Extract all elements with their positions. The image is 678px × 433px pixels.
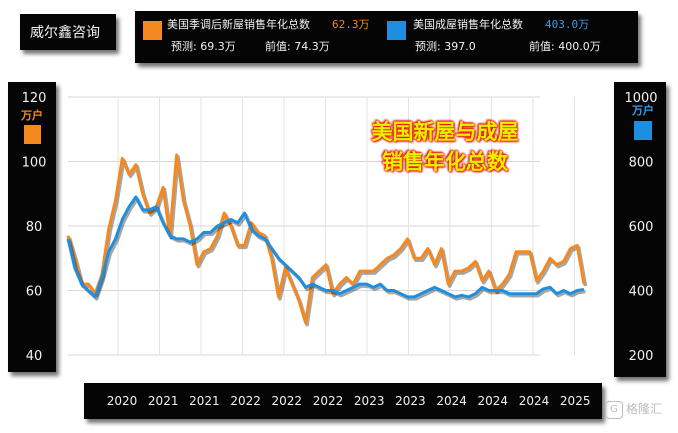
x-tick-label: 2024 — [436, 394, 467, 408]
legend-series1-previous: 前值: 74.3万 — [265, 40, 330, 53]
right-axis-unit: 万户 — [631, 103, 654, 117]
chart-title-line1: 美国新屋与成屋 — [371, 120, 519, 144]
legend-swatch-series2 — [387, 21, 406, 40]
x-tick-label: 2024 — [519, 394, 550, 408]
series-shadow-2 — [67, 197, 586, 301]
right-tick-label: 400 — [629, 285, 654, 300]
gridlines — [68, 96, 575, 356]
x-tick-label: 2022 — [272, 394, 303, 408]
x-tick-label: 2022 — [230, 394, 261, 408]
left-tick-label: 80 — [26, 220, 43, 235]
series-lines — [66, 153, 588, 327]
legend-series1-name: 美国季调后新屋销售年化总数 — [167, 18, 310, 31]
brand-name: 威尔鑫咨询 — [30, 25, 100, 41]
x-tick-label: 2024 — [478, 394, 509, 408]
left-tick-label: 60 — [26, 285, 43, 300]
watermark-logo-icon: G — [605, 400, 623, 419]
legend-series1-forecast: 预测: 69.3万 — [171, 40, 236, 53]
legend-series2-value: 403.0万 — [545, 18, 590, 31]
x-tick-label: 2023 — [395, 394, 426, 408]
brand-box: 威尔鑫咨询 — [20, 14, 116, 50]
right-tick-label: 800 — [629, 156, 654, 171]
left-tick-label: 100 — [22, 156, 47, 171]
chart-title-line2: 销售年化总数 — [382, 150, 508, 174]
legend: 美国季调后新屋销售年化总数 62.3万 预测: 69.3万 前值: 74.3万 … — [135, 11, 638, 63]
legend-series2-forecast: 预测: 397.0 — [415, 40, 476, 53]
series-line-2 — [66, 195, 585, 299]
left-tick-label: 120 — [22, 91, 47, 106]
legend-swatch-series1 — [143, 21, 162, 40]
x-tick-label: 2021 — [189, 394, 220, 408]
right-tick-label: 600 — [629, 220, 654, 235]
left-axis-unit: 万户 — [20, 108, 43, 122]
right-tick-label: 1000 — [624, 91, 657, 106]
legend-series2-name: 美国成屋销售年化总数 — [413, 18, 523, 31]
x-tick-label: 2022 — [313, 394, 344, 408]
left-axis-swatch — [24, 125, 41, 144]
x-axis-panel — [84, 383, 602, 419]
right-tick-label: 200 — [629, 349, 654, 364]
x-tick-label: 2023 — [354, 394, 385, 408]
x-tick-label: 2025 — [560, 394, 591, 408]
x-tick-label: 2020 — [107, 394, 138, 408]
x-tick-label: 2021 — [148, 394, 179, 408]
legend-series2-previous: 前值: 400.0万 — [529, 40, 601, 53]
watermark: G 格隆汇 — [605, 400, 662, 419]
left-tick-label: 40 — [26, 349, 43, 364]
right-axis-swatch — [634, 121, 652, 140]
legend-series1-value: 62.3万 — [332, 18, 370, 31]
